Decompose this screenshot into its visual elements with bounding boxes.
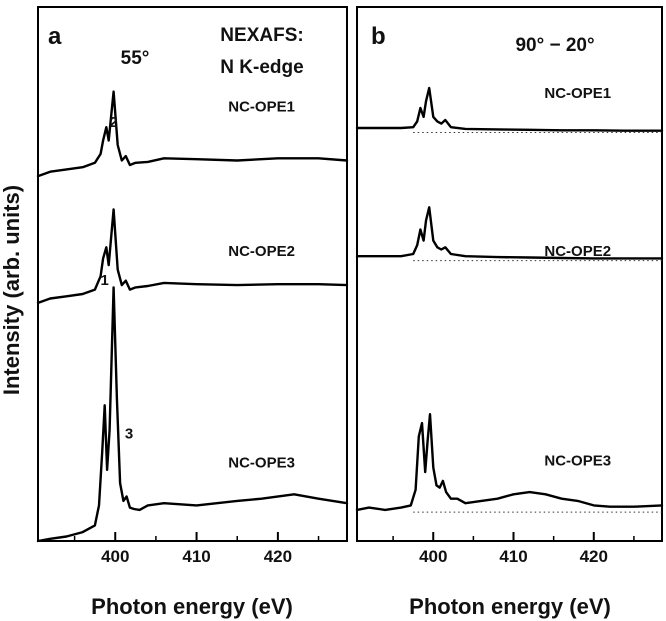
- panel-b-nc-ope2-line: [355, 206, 664, 260]
- panel-a-title-line-1: NEXAFS:: [220, 25, 303, 46]
- panel-b-nc-ope1-label: NC-OPE1: [544, 85, 611, 102]
- panel-a-nc-ope2-label: NC-OPE2: [228, 243, 295, 260]
- panel-b-nc-ope3-label: NC-OPE3: [544, 452, 611, 469]
- panel-b-x-axis-title: Photon energy (eV): [409, 594, 611, 619]
- panel-b-x-tick-label-400: 400: [419, 547, 447, 566]
- panel-b-letter: b: [371, 23, 386, 50]
- panel-a-title-line-2: N K-edge: [220, 57, 303, 78]
- panel-a-peak-label-3: 3: [125, 426, 133, 443]
- panel-a-angle: 55°: [121, 48, 150, 69]
- panel-b-nc-ope3-line: [355, 413, 664, 512]
- y-axis-title: Intensity (arb. units): [0, 185, 24, 395]
- panel-a-nc-ope2-line: [36, 208, 349, 305]
- panel-a-letter: a: [48, 23, 62, 50]
- panel-b-x-tick-label-420: 420: [580, 547, 608, 566]
- panel-a-peak-label-2: 2: [109, 114, 117, 131]
- panel-a-nc-ope1-label: NC-OPE1: [228, 99, 295, 116]
- panel-a-x-tick-label-410: 410: [182, 547, 210, 566]
- panel-a-x-tick-label-400: 400: [101, 547, 129, 566]
- panel-a-x-tick-label-420: 420: [264, 547, 292, 566]
- panel-a-nc-ope3-line: [36, 286, 349, 543]
- panel-a: a 55° NEXAFS: N K-edge NC-OPE1 NC-OPE2 NC-…: [36, 6, 349, 619]
- panel-b-nc-ope2-label: NC-OPE2: [544, 243, 611, 260]
- panel-b-frame: [356, 6, 663, 542]
- panel-a-nc-ope3-label: NC-OPE3: [228, 455, 295, 472]
- panel-b-x-tick-label-410: 410: [499, 547, 527, 566]
- panel-a-frame: [37, 6, 348, 542]
- panel-b-angle: 90° − 20°: [515, 35, 594, 56]
- panel-a-x-axis-title: Photon energy (eV): [91, 594, 293, 619]
- panel-b: b 90° − 20° NC-OPE1 NC-OPE2 NC-OPE3 400 410…: [355, 6, 664, 619]
- panel-a-peak-label-1: 1: [101, 272, 109, 289]
- panel-b-nc-ope1-line: [355, 86, 664, 132]
- panel-a-nc-ope1-line: [36, 90, 349, 178]
